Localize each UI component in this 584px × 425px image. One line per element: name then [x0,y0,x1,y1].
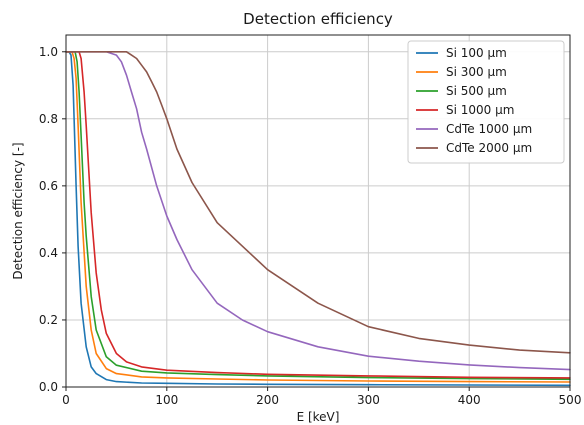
axis-ticks: 0 100 200 300 400 500 0.0 0.2 0.4 0.6 0.8 1.0 [39,45,582,407]
x-tick-label: 300 [357,393,380,407]
legend-label: Si 500 μm [446,84,507,98]
legend-label: Si 1000 μm [446,103,514,117]
y-tick-label: 0.8 [39,112,58,126]
chart-title: Detection efficiency [243,10,393,28]
y-tick-label: 1.0 [39,45,58,59]
legend: Si 100 μm Si 300 μm Si 500 μm Si 1000 μm CdT… [407,40,565,164]
x-tick-label: 100 [155,393,178,407]
x-tick-label: 500 [559,393,582,407]
legend-label: Si 100 μm [446,46,507,60]
y-tick-label: 0.4 [39,246,58,260]
legend-box [407,40,565,164]
series-line [65,50,571,354]
series-line [65,50,571,383]
x-tick-label: 0 [62,393,70,407]
series-line [65,50,571,371]
x-tick-label: 400 [458,393,481,407]
series-line [65,50,571,387]
legend-label: Si 300 μm [446,65,507,79]
plot-frame [65,34,571,388]
legend-label: CdTe 2000 μm [446,141,532,155]
y-tick-label: 0.6 [39,179,58,193]
x-tick-label: 200 [256,393,279,407]
series-line [65,50,571,379]
y-tick-label: 0.0 [39,380,58,394]
y-tick-label: 0.2 [39,313,58,327]
series-line [65,50,571,381]
legend-label: CdTe 1000 μm [446,122,532,136]
x-axis-label: E [keV] [297,410,340,424]
series-lines [65,50,571,387]
y-axis-label: Detection efficiency [-] [11,142,25,279]
